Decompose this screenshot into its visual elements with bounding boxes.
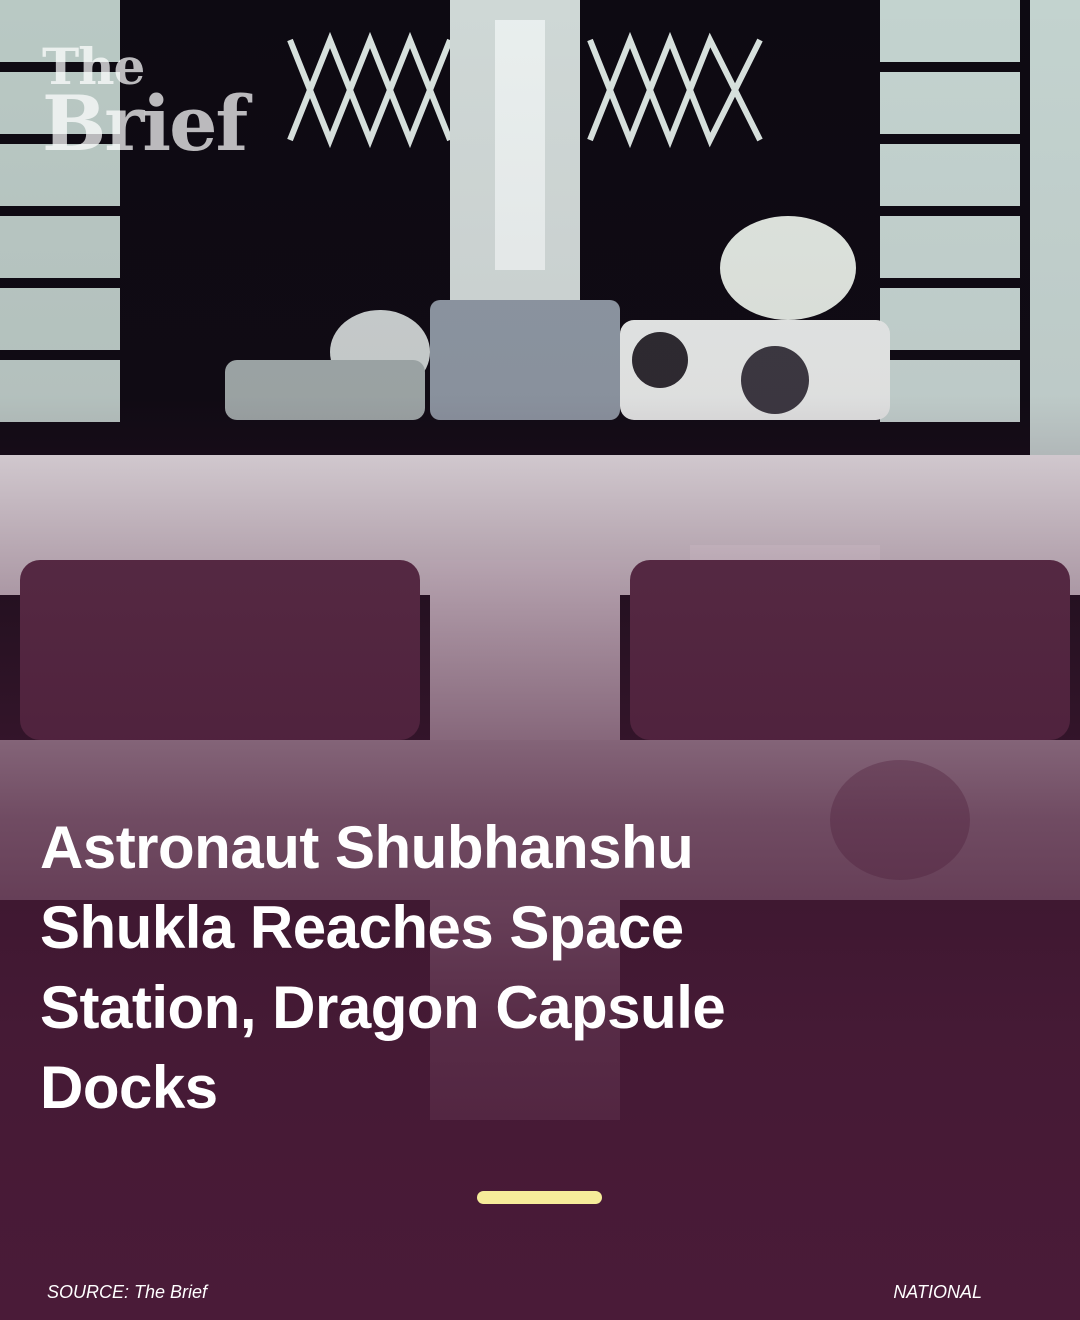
headline: Astronaut Shubhanshu Shukla Reaches Spac… xyxy=(40,814,726,1121)
brand-logo-line2: Brief xyxy=(42,79,248,168)
brand-logo: The Brief xyxy=(42,37,248,168)
footer: SOURCE: The Brief NATIONAL xyxy=(0,1280,1080,1306)
accent-bar xyxy=(477,1191,602,1204)
source-credit: SOURCE: The Brief xyxy=(47,1282,208,1302)
brand-logo-line1: The xyxy=(42,37,145,96)
category-label: NATIONAL xyxy=(893,1282,982,1302)
